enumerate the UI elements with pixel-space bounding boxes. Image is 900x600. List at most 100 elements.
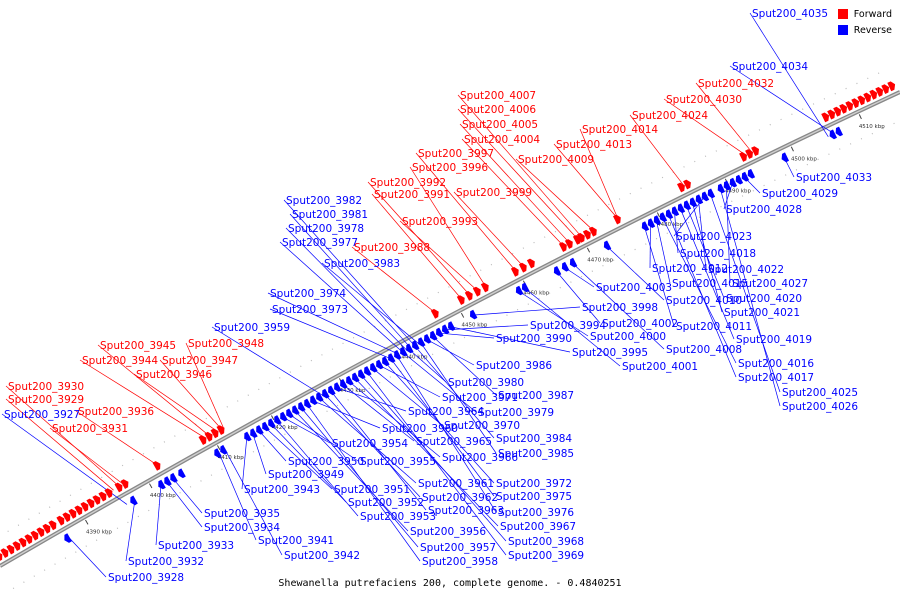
gene-label: Sput200_3955 (360, 456, 436, 468)
reverse-gene-arrow (292, 405, 300, 415)
gene-label: Sput200_4003 (596, 282, 672, 294)
leader-line (553, 143, 619, 220)
gene-label: Sput200_3941 (258, 535, 334, 547)
gene-label: Sput200_3957 (420, 542, 496, 554)
reverse-gene-arrow (214, 448, 222, 458)
leader-line (515, 158, 595, 232)
gene-label: Sput200_3958 (422, 556, 498, 568)
forward-gene-arrow (869, 89, 878, 100)
leader-line (518, 290, 589, 337)
leader-line (360, 374, 507, 542)
leader-lines (1, 12, 835, 578)
gene-label: Sput200_3934 (204, 522, 280, 534)
leader-line (79, 359, 206, 439)
reverse-gene-arrow (641, 221, 650, 231)
gene-label: Sput200_4018 (680, 248, 756, 260)
gene-label: Sput200_3962 (422, 492, 498, 504)
leader-line (692, 202, 723, 313)
forward-gene-arrow (98, 491, 107, 502)
forward-gene-arrow (480, 282, 489, 293)
forward-gene-arrow (875, 87, 884, 97)
reverse-gene-arrow (130, 495, 138, 506)
forward-gene-arrow (857, 95, 866, 106)
leader-line (97, 344, 210, 437)
leader-line (662, 217, 737, 364)
forward-gene-arrow (881, 84, 890, 94)
leader-line (674, 211, 679, 254)
forward-gene-arrow (827, 109, 836, 120)
gene-label: Sput200_4013 (556, 139, 632, 151)
forward-gene-arrow (839, 104, 848, 114)
reverse-gene-arrow (707, 188, 716, 199)
leader-line (75, 410, 158, 466)
reverse-gene-arrow (388, 353, 396, 363)
leader-line (723, 183, 733, 210)
forward-gene-arrow (464, 290, 473, 301)
forward-gene-arrow (210, 428, 219, 439)
gene-label: Sput200_3961 (418, 478, 494, 490)
forward-gene-arrow (68, 508, 77, 519)
gene-label: Sput200_3996 (412, 162, 488, 174)
reverse-gene-arrow (158, 479, 166, 490)
gene-label: Sput200_3931 (52, 423, 128, 435)
leader-line (710, 193, 781, 393)
gene-label: Sput200_3999 (456, 187, 532, 199)
leader-line (366, 371, 507, 556)
tick-label: 4410 kbp (218, 455, 244, 461)
reverse-swatch (837, 25, 848, 35)
leader-line (668, 214, 737, 378)
gene-label: Sput200_3951 (334, 484, 410, 496)
reverse-gene-arrow (382, 356, 390, 367)
reverse-gene-arrow (781, 152, 789, 163)
forward-gene-arrow (104, 488, 113, 499)
gene-label: Sput200_4017 (738, 372, 814, 384)
reverse-gene-arrow (346, 375, 354, 386)
reverse-gene-arrow (286, 408, 294, 419)
forward-gene-arrow (588, 226, 597, 237)
forward-gene-arrow (36, 527, 45, 538)
tick-label: 4440 kbp (402, 354, 428, 360)
leader-line (252, 433, 267, 475)
forward-gene-arrow (576, 232, 585, 243)
forward-gene-arrow (216, 425, 225, 435)
genome-backbone-highlight (0, 91, 900, 567)
reverse-gene-arrow (178, 468, 186, 479)
gene-label: Sput200_4008 (666, 344, 742, 356)
reverse-gene-arrow (689, 197, 698, 208)
leader-line (409, 166, 487, 287)
forward-gene-arrow (510, 266, 519, 277)
gene-label: Sput200_3946 (136, 369, 212, 381)
gene-label: Sput200_3965 (416, 436, 492, 448)
tick-label: 4450 kbp (461, 323, 487, 329)
reverse-gene-arrow (418, 337, 426, 347)
forward-gene-arrow (739, 152, 747, 162)
gene-label: Sput200_3947 (162, 355, 238, 367)
leader-line (453, 191, 525, 268)
gene-label: Sput200_3977 (282, 237, 358, 249)
leader-line (185, 342, 224, 429)
gene-label: Sput200_4029 (762, 188, 838, 200)
tick-mark (217, 445, 221, 451)
gene-label: Sput200_3956 (410, 526, 486, 538)
reverse-gene-arrow (671, 206, 680, 216)
leader-line (306, 403, 421, 562)
tick-label: 4430 kbp (340, 388, 366, 394)
reverse-gene-arrow (322, 388, 330, 399)
forward-gene-arrow (120, 479, 129, 489)
reverse-gene-arrow (665, 209, 674, 219)
forward-gene-arrow (751, 146, 759, 156)
leader-line (444, 324, 529, 331)
leader-line (321, 262, 419, 344)
gene-label: Sput200_4024 (632, 110, 708, 122)
tick-label: 4400 kbp (150, 493, 176, 499)
gene-label: Sput200_4027 (732, 278, 808, 290)
gene-label: Sput200_4021 (724, 307, 800, 319)
forward-gene-arrow (845, 101, 854, 111)
gene-label: Sput200_4034 (732, 61, 808, 73)
gene-label: Sput200_4016 (738, 358, 814, 370)
leader-line (166, 481, 203, 528)
reverse-gene-arrow (747, 168, 756, 179)
gene-label: Sput200_3997 (418, 148, 494, 160)
legend-reverse-label: Reverse (853, 24, 892, 36)
